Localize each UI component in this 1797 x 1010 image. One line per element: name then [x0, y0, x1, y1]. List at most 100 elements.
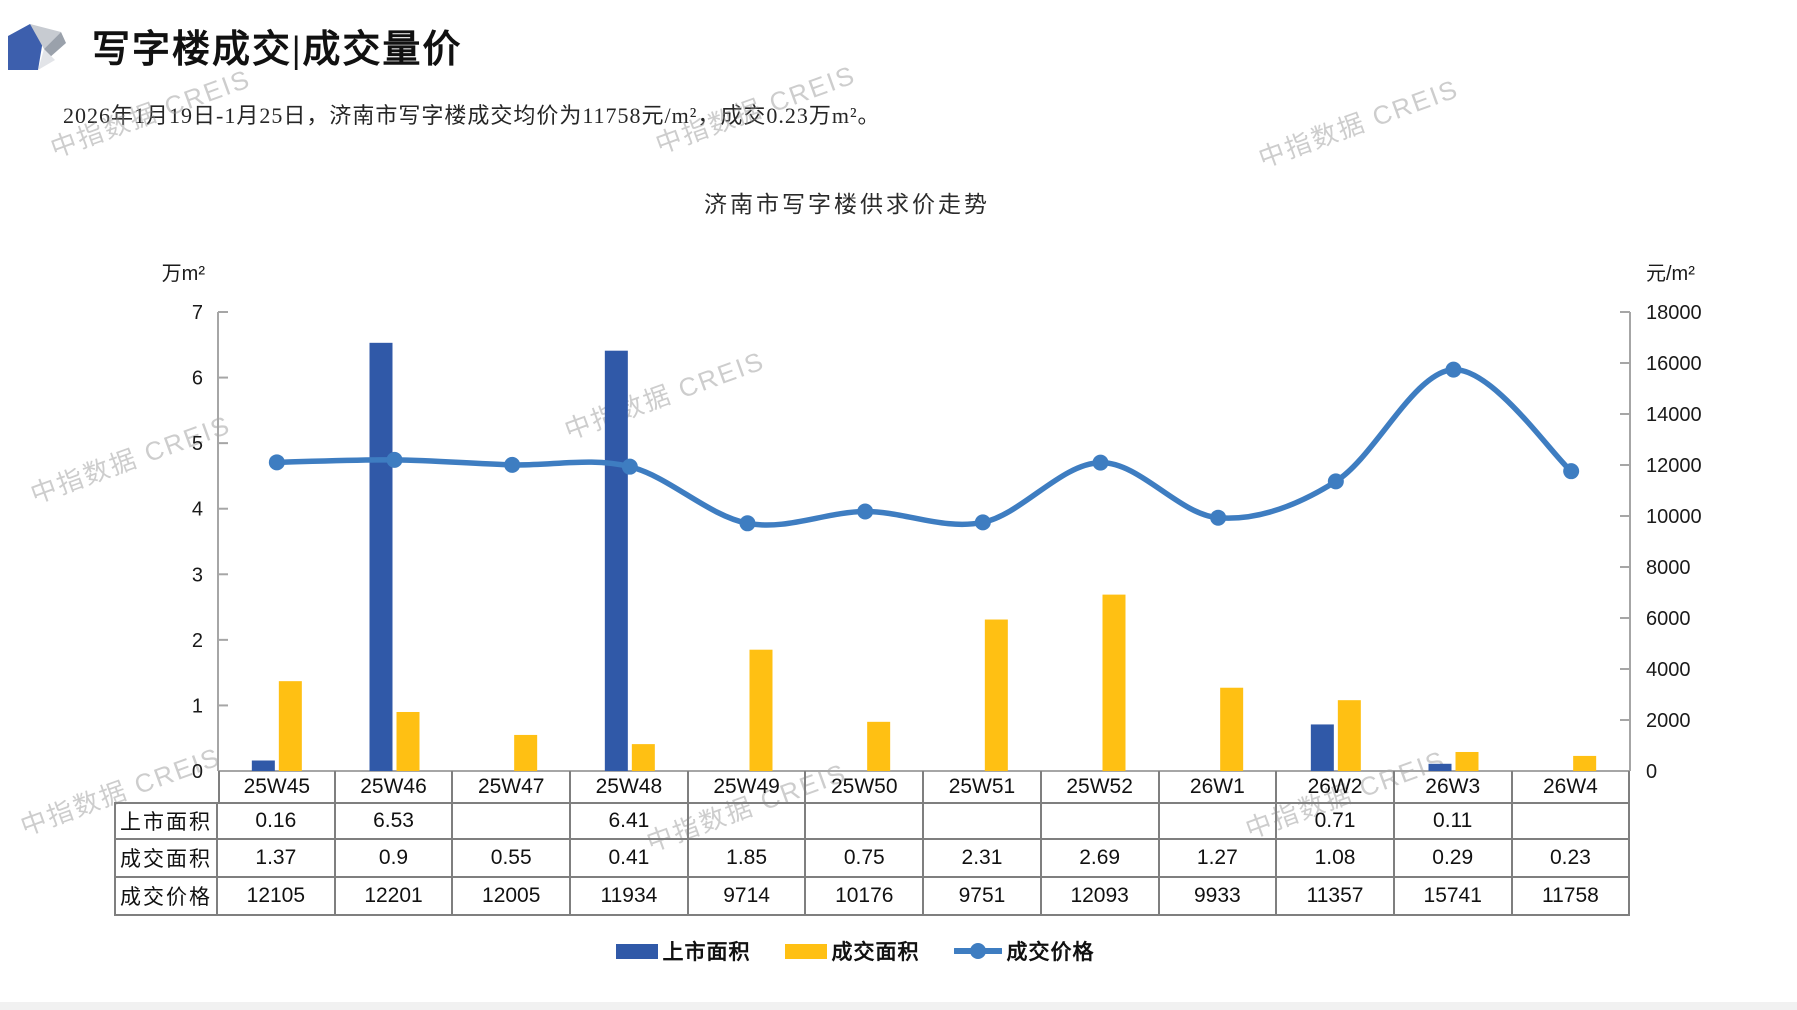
x-axis-category-label: 25W47 — [453, 771, 572, 802]
table-cell: 0.16 — [218, 802, 336, 840]
sold-area-bar — [1220, 687, 1244, 771]
sold-area-bar — [278, 681, 302, 771]
table-cell: 11357 — [1277, 878, 1395, 916]
sold-area-bar — [514, 734, 538, 771]
table-cell: 12093 — [1041, 878, 1160, 916]
x-axis-category-label: 25W52 — [1042, 771, 1160, 802]
table-cell: 10176 — [806, 878, 925, 916]
legend-label: 成交面积 — [831, 940, 920, 964]
table-cell: 9751 — [924, 878, 1042, 916]
right-axis-tick-label: 2000 — [1646, 710, 1691, 732]
right-axis-tick-label: 6000 — [1646, 608, 1691, 630]
price-point — [1445, 361, 1462, 378]
data-table: 25W45 25W46 25W47 25W48 25W49 25W50 25W51 25W52… — [114, 771, 1631, 916]
table-row-header: 上市面积 — [114, 802, 218, 840]
listed-area-bar — [1428, 763, 1452, 771]
table-row-header: 成交面积 — [114, 840, 218, 878]
left-axis-tick-label: 5 — [192, 433, 203, 455]
table-corner-spacer — [114, 771, 218, 802]
chart-legend: 上市面积 成交面积 成交价格 — [0, 936, 1710, 966]
sold-area-bar — [1455, 751, 1479, 771]
table-cell: 6.41 — [571, 802, 689, 840]
right-axis-tick-label: 18000 — [1646, 302, 1702, 324]
price-point — [1210, 509, 1227, 526]
sold-area-bar — [1337, 700, 1361, 771]
price-point — [621, 458, 638, 475]
legend-bar-swatch — [784, 943, 827, 959]
left-axis-unit-label: 万m² — [162, 263, 206, 285]
table-cell — [1512, 802, 1631, 840]
price-point — [1327, 473, 1344, 490]
price-point — [1563, 463, 1580, 480]
right-axis-tick-label: 0 — [1646, 761, 1657, 783]
table-cell: 1.27 — [1159, 840, 1278, 878]
sold-area-bar — [867, 721, 891, 771]
table-cell — [688, 802, 807, 840]
x-axis-category-label: 25W50 — [806, 771, 925, 802]
sold-area-bar — [749, 649, 773, 771]
table-cell: 0.9 — [335, 840, 454, 878]
legend-label: 上市面积 — [662, 940, 751, 964]
table-cell — [453, 802, 572, 840]
sold-area-bar — [984, 619, 1008, 771]
table-cell: 9714 — [688, 878, 807, 916]
right-axis-unit-label: 元/m² — [1646, 263, 1695, 285]
legend-item: 成交价格 — [953, 936, 1095, 966]
price-point — [1092, 454, 1109, 471]
x-axis-category-label: 25W45 — [218, 771, 336, 802]
legend-item: 上市面积 — [615, 936, 751, 966]
price-point — [739, 515, 756, 532]
table-cell: 12201 — [335, 878, 454, 916]
table-row-header: 成交价格 — [114, 878, 218, 916]
x-axis-category-label: 26W4 — [1513, 771, 1631, 802]
price-line — [274, 366, 1574, 528]
table-cell: 2.69 — [1041, 840, 1160, 878]
x-axis-category-label: 26W3 — [1395, 771, 1513, 802]
table-cell: 1.08 — [1277, 840, 1395, 878]
right-axis-tick-label: 16000 — [1646, 353, 1702, 375]
right-axis-tick-label: 4000 — [1646, 659, 1691, 681]
price-point — [974, 514, 991, 531]
sold-area-bar — [631, 744, 655, 771]
price-point — [504, 456, 521, 473]
price-point — [857, 503, 874, 520]
table-cell: 0.75 — [806, 840, 925, 878]
x-axis-category-label: 25W51 — [924, 771, 1042, 802]
listed-area-bar — [369, 342, 393, 771]
x-axis-category-label: 25W49 — [689, 771, 807, 802]
x-axis-category-label: 25W48 — [571, 771, 689, 802]
sold-area-bar — [396, 711, 420, 771]
sold-area-bar — [1102, 594, 1126, 771]
price-point — [386, 451, 403, 468]
table-cell: 0.29 — [1394, 840, 1513, 878]
left-axis-tick-label: 3 — [192, 564, 203, 586]
table-cell — [924, 802, 1042, 840]
table-cell: 12105 — [218, 878, 336, 916]
table-cell: 1.37 — [218, 840, 336, 878]
price-point — [268, 454, 285, 471]
chart-title: 济南市写字楼供求价走势 — [704, 192, 990, 217]
left-axis-tick-label: 6 — [192, 368, 203, 390]
table-cell: 0.55 — [453, 840, 572, 878]
table-cell: 0.23 — [1512, 840, 1631, 878]
table-cell — [1041, 802, 1160, 840]
table-cell: 1.85 — [688, 840, 807, 878]
left-axis-tick-label: 1 — [192, 695, 203, 717]
table-cell: 12005 — [453, 878, 572, 916]
right-axis-tick-label: 14000 — [1646, 404, 1702, 426]
table-cell: 0.41 — [571, 840, 689, 878]
creis-logo-icon — [8, 24, 66, 70]
table-cell: 15741 — [1394, 878, 1513, 916]
table-cell: 0.11 — [1394, 802, 1513, 840]
table-cell: 11934 — [571, 878, 689, 916]
table-cell — [1159, 802, 1278, 840]
legend-label: 成交价格 — [1006, 940, 1095, 964]
listed-area-bar — [604, 350, 628, 771]
table-cell — [806, 802, 925, 840]
left-axis-tick-label: 2 — [192, 630, 203, 652]
listed-area-bar — [251, 760, 275, 771]
table-cell: 0.71 — [1277, 802, 1395, 840]
bottom-strip — [0, 1002, 1797, 1010]
